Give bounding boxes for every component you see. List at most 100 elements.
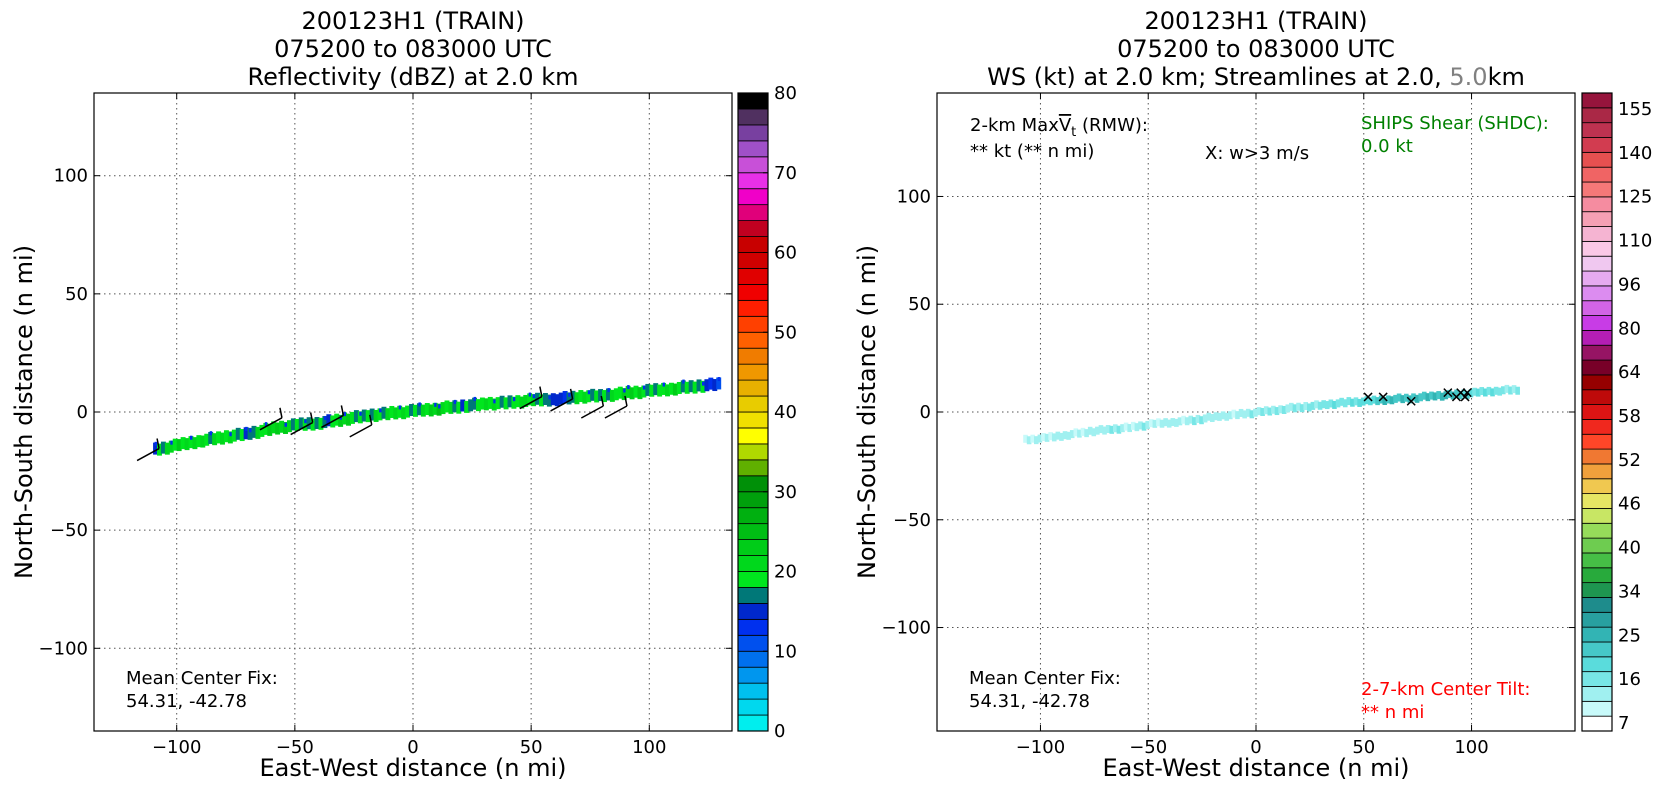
data-cell <box>452 400 458 413</box>
annotation-ships-shear: 0.0 kt <box>1361 136 1413 157</box>
data-cell <box>1281 405 1287 414</box>
data-cell <box>574 392 580 405</box>
data-cell <box>1278 405 1283 414</box>
data-cell <box>1077 429 1082 438</box>
colorbar-cell <box>1581 315 1613 331</box>
colorbar-cell <box>1581 508 1613 524</box>
data-cell <box>1271 405 1276 414</box>
colorbar-cell <box>737 698 769 716</box>
w-marker-stroke <box>1443 388 1453 398</box>
data-cell <box>503 397 509 410</box>
data-cell <box>1199 416 1204 425</box>
annotation-center-tilt: ** n mi <box>1361 702 1424 723</box>
colorbar-cell <box>1581 626 1613 643</box>
colorbar-cell <box>1581 582 1613 598</box>
data-cell <box>1109 425 1115 434</box>
colorbar-tick-label: 50 <box>774 322 797 343</box>
data-cell <box>609 389 615 402</box>
data-cell <box>302 418 308 431</box>
data-cell <box>1346 397 1352 406</box>
data-cell <box>637 387 643 400</box>
data-cell <box>247 427 253 440</box>
colorbar-cell <box>1581 448 1613 465</box>
colorbar-cell <box>1581 181 1613 198</box>
colorbar-cell <box>737 523 769 541</box>
colorbar-cell <box>1581 552 1613 569</box>
y-tick-label: 0 <box>920 402 931 423</box>
colorbar-cell <box>737 363 769 381</box>
data-cell <box>172 438 178 451</box>
chart-title-line: 075200 to 083000 UTC <box>1117 35 1395 63</box>
data-cell <box>1156 418 1161 427</box>
data-cell <box>1023 434 1028 443</box>
data-cell <box>1292 404 1298 413</box>
data-cell <box>1500 386 1506 395</box>
data-cell <box>653 383 659 396</box>
data-cell <box>413 404 418 417</box>
data-cell <box>1159 419 1165 428</box>
data-cell <box>602 390 607 403</box>
data-cell <box>1141 422 1147 431</box>
w-marker-stroke <box>1460 392 1470 402</box>
w-marker <box>1406 396 1416 406</box>
data-cell <box>587 390 591 395</box>
data-cell <box>1371 395 1377 404</box>
data-cell <box>582 391 588 404</box>
colorbar-cell <box>737 395 769 413</box>
data-cell <box>1087 426 1093 435</box>
colorbar-cell <box>1581 478 1613 495</box>
data-cell <box>209 431 213 436</box>
data-cell <box>708 377 714 390</box>
colorbar-cell <box>737 140 769 158</box>
data-cell <box>220 432 225 445</box>
colorbar-cell <box>1581 255 1613 272</box>
colorbar-cell <box>737 188 769 206</box>
data-cell <box>1274 407 1280 416</box>
data-cell <box>1202 414 1208 423</box>
data-cell <box>1134 423 1140 432</box>
colorbar-cell <box>737 299 769 317</box>
data-cell <box>460 399 466 412</box>
colorbar-cell <box>1581 300 1613 316</box>
barb-shaft <box>349 424 373 438</box>
colorbar-cell <box>1581 611 1613 628</box>
wind-barb <box>580 395 605 419</box>
data-cell <box>1342 399 1348 408</box>
barb-flag <box>369 414 373 426</box>
barb-shaft <box>580 405 604 419</box>
barb-flag <box>340 405 345 416</box>
w-marker <box>1378 392 1388 402</box>
data-cell <box>1163 418 1168 427</box>
chart-title-line: WS (kt) at 2.0 km; Streamlines at 2.0, 5… <box>987 63 1525 91</box>
x-tick-label: 50 <box>520 737 543 758</box>
colorbar-cell <box>737 555 769 572</box>
data-cell <box>507 395 513 408</box>
data-cell <box>682 379 685 384</box>
data-cell <box>190 435 193 440</box>
data-cell <box>1138 421 1143 430</box>
data-cell <box>1490 388 1495 397</box>
data-cell <box>418 402 421 407</box>
wind-barb <box>519 386 543 410</box>
annotation-mean-center-fix: Mean Center Fix: <box>969 668 1121 689</box>
data-cell <box>1454 389 1459 398</box>
chart-title-part: km <box>1488 63 1525 91</box>
colorbar-cell <box>1581 122 1613 138</box>
colorbar-cell <box>737 156 769 174</box>
data-cell <box>1242 410 1247 419</box>
data-cell <box>696 379 702 392</box>
data-cell <box>1468 389 1474 398</box>
data-cell <box>642 385 646 390</box>
data-cell <box>558 392 564 405</box>
data-cell <box>1263 406 1269 415</box>
chart-title-line: 075200 to 083000 UTC <box>274 35 552 63</box>
annotation-text: (RMW): <box>1076 115 1148 136</box>
colorbar-cell <box>1581 641 1613 658</box>
data-cell <box>294 418 300 431</box>
data-cell <box>275 422 281 435</box>
data-cell <box>1335 399 1341 408</box>
colorbar-cell <box>1581 389 1613 405</box>
data-cell <box>1177 417 1183 426</box>
data-cell <box>416 403 422 416</box>
data-cell <box>1113 424 1118 433</box>
